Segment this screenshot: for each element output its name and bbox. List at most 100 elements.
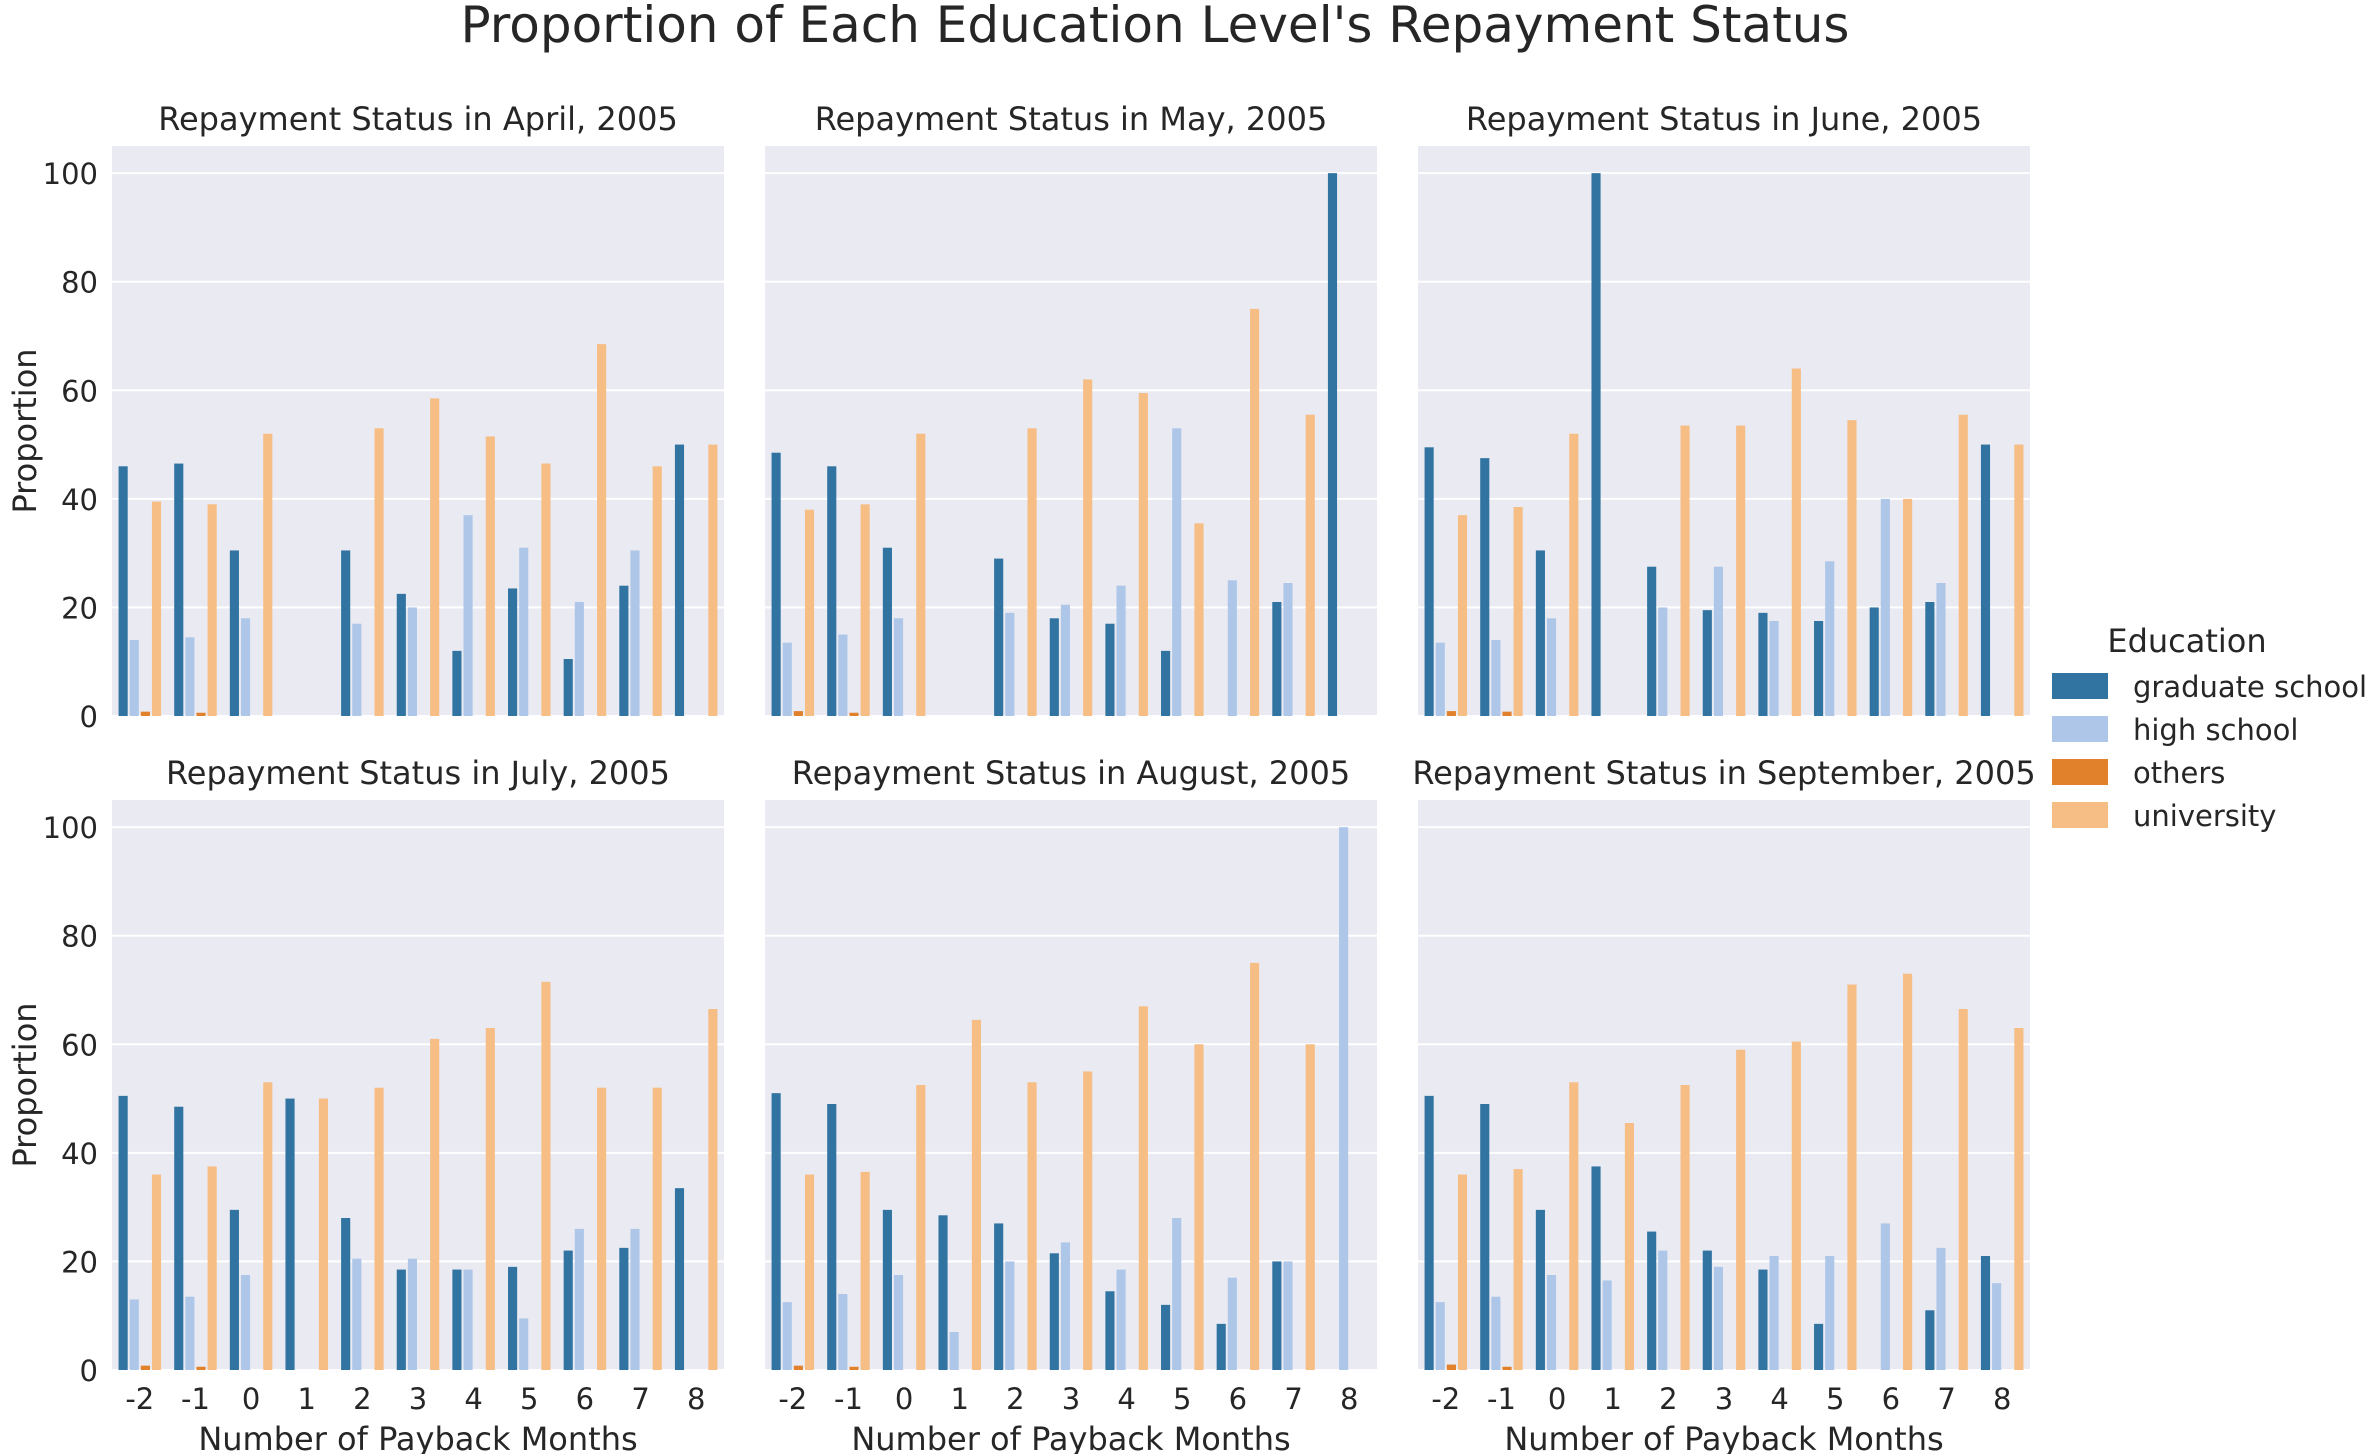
bar-high-school-4 — [463, 515, 473, 716]
y-tick-label: 80 — [61, 266, 98, 300]
bar-university-5 — [1847, 420, 1857, 716]
bar-high-school-2 — [1435, 1302, 1445, 1370]
bar-high-school-1 — [949, 1332, 959, 1370]
bar-university-8 — [2014, 1028, 2024, 1370]
bar-university-3 — [1736, 1049, 1746, 1370]
bar-high-school-6 — [1880, 1223, 1890, 1370]
bar-university-6 — [597, 1087, 607, 1370]
x-tick-label: -2 — [125, 1382, 154, 1416]
bar-university-2 — [804, 509, 815, 716]
bar-graduate-school-8 — [674, 1188, 685, 1370]
bar-high-school-6 — [574, 602, 584, 716]
y-tick-label: 20 — [61, 1245, 98, 1279]
bar-graduate-school-6 — [563, 659, 573, 716]
bar-graduate-school-2 — [994, 1223, 1004, 1370]
x-tick-label: -1 — [1487, 1382, 1516, 1416]
bar-high-school-7 — [1936, 583, 1946, 716]
bar-university-6 — [597, 344, 607, 716]
bar-university-3 — [1083, 379, 1093, 716]
bar-high-school-2 — [129, 1299, 139, 1370]
bar-university-2 — [1680, 1085, 1690, 1370]
bar-high-school-7 — [630, 550, 640, 716]
bar-university-6 — [1903, 498, 1913, 716]
bar-high-school-4 — [1769, 1256, 1779, 1370]
bar-university-7 — [1305, 414, 1315, 716]
bar-high-school-2 — [782, 1302, 792, 1370]
bar-university-5 — [1194, 523, 1204, 716]
bar-high-school-5 — [519, 1318, 529, 1370]
bar-high-school-3 — [1713, 566, 1723, 716]
bar-university-3 — [1736, 425, 1746, 716]
bar-university-7 — [652, 1087, 662, 1370]
bar-high-school-2 — [1435, 642, 1445, 716]
bar-university-5 — [541, 981, 551, 1370]
x-tick-label: 2 — [1659, 1382, 1677, 1416]
bar-university-3 — [1083, 1071, 1093, 1370]
bar-high-school-7 — [1283, 583, 1293, 716]
bar-high-school-7 — [630, 1228, 640, 1370]
bar-graduate-school-5 — [1814, 621, 1824, 716]
y-tick-label: 0 — [80, 1354, 98, 1388]
bar-high-school-4 — [1116, 1269, 1126, 1370]
x-tick-label: 4 — [1117, 1382, 1135, 1416]
bar-graduate-school-2 — [118, 1095, 128, 1370]
bar-others-2 — [793, 711, 803, 716]
x-tick-label: -2 — [1431, 1382, 1460, 1416]
bar-university-4 — [1138, 393, 1148, 716]
x-tick-label: 7 — [631, 1382, 649, 1416]
x-tick-label: 3 — [1715, 1382, 1733, 1416]
bar-high-school-6 — [574, 1228, 584, 1370]
panel-6: -2 -1 0 1 2 3 4 5 6 7 8 Repayment Status in Septemb… — [1412, 754, 2035, 1454]
y-axis-label: Proportion — [6, 1002, 44, 1167]
x-tick-label: 6 — [1229, 1382, 1247, 1416]
bar-others-2 — [140, 711, 150, 716]
bar-graduate-school-6 — [1216, 1323, 1226, 1370]
bar-high-school-2 — [1005, 1261, 1015, 1370]
bar-high-school-6 — [1227, 580, 1237, 716]
y-tick-label: 40 — [61, 1137, 98, 1171]
x-tick-label: 6 — [1882, 1382, 1900, 1416]
bar-university-0 — [1569, 433, 1579, 716]
bar-high-school-2 — [129, 640, 139, 716]
bar-graduate-school-6 — [1869, 607, 1879, 716]
x-axis-label: Number of Payback Months — [1504, 1420, 1943, 1454]
bar-university-2 — [1027, 1082, 1037, 1370]
bar-high-school-0 — [240, 618, 251, 716]
bar-high-school-2 — [352, 1258, 362, 1370]
legend-label-university: university — [2133, 799, 2276, 833]
bar-high-school-1 — [1491, 640, 1501, 716]
panel-4: 0 20 40 60 80 100 -2 -1 0 1 2 3 4 5 6 7 8 Repayment Statu… — [6, 754, 724, 1454]
y-tick-label: 100 — [43, 157, 98, 191]
panel-title: Repayment Status in August, 2005 — [792, 754, 1350, 792]
bar-high-school-6 — [1880, 498, 1890, 716]
bar-graduate-school-0 — [229, 1209, 239, 1370]
bar-high-school-0 — [893, 618, 904, 716]
bar-university-6 — [1250, 308, 1260, 716]
x-tick-label: 7 — [1937, 1382, 1955, 1416]
panel-5: -2 -1 0 1 2 3 4 5 6 7 8 Repayment Status in August,… — [765, 754, 1377, 1454]
bar-university-7 — [1958, 414, 1968, 716]
bar-graduate-school-2 — [118, 466, 128, 716]
bar-graduate-school-1 — [174, 463, 184, 716]
bar-high-school-5 — [519, 547, 529, 716]
legend-swatch-high-school — [2052, 716, 2108, 742]
x-tick-label: 0 — [895, 1382, 913, 1416]
x-tick-label: 2 — [1006, 1382, 1024, 1416]
bar-high-school-1 — [1602, 1280, 1612, 1370]
bar-university-4 — [1138, 1006, 1148, 1370]
bar-graduate-school-3 — [1702, 610, 1712, 716]
chart-legend: Education graduate school high school othe… — [2052, 622, 2367, 833]
bar-graduate-school-2 — [341, 1218, 351, 1370]
bar-graduate-school-5 — [1161, 1304, 1171, 1370]
bar-high-school-3 — [1060, 604, 1070, 716]
bar-graduate-school-3 — [1049, 1253, 1059, 1370]
bar-graduate-school-7 — [1925, 602, 1935, 716]
bar-university-2 — [1457, 1174, 1468, 1370]
bar-graduate-school-0 — [882, 1209, 892, 1370]
bar-graduate-school-5 — [1814, 1323, 1824, 1370]
bar-university-8 — [2014, 444, 2024, 716]
bar-university-2 — [1027, 428, 1037, 716]
bar-high-school-2 — [1658, 607, 1668, 716]
bar-others-1 — [1502, 1366, 1512, 1370]
bar-graduate-school-2 — [1647, 566, 1657, 716]
